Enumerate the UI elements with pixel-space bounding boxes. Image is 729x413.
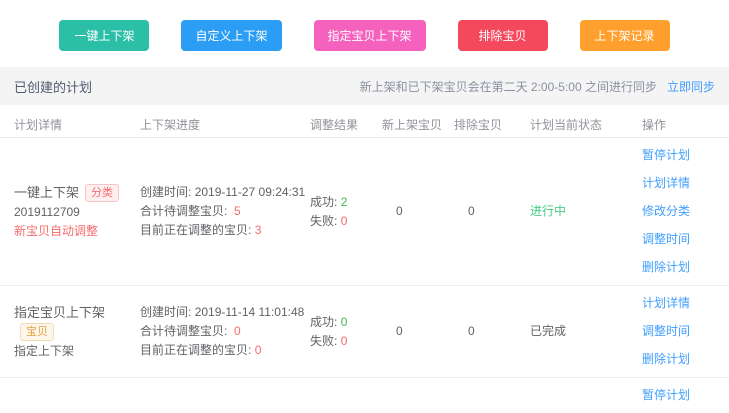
fail-value: 0: [340, 213, 348, 228]
table-body: 一键上下架 分类 2019112709 新宝贝自动调整 创建时间: 2019-11…: [0, 138, 729, 413]
total-pending-value: 0: [234, 324, 241, 338]
success-label: 成功:: [310, 194, 338, 209]
col-header-new-items: 新上架宝贝: [382, 117, 443, 132]
success-label: 成功:: [310, 314, 338, 329]
col-header-actions: 操作: [642, 117, 667, 132]
actions-cell: 计划详情调整时间删除计划: [642, 294, 719, 369]
new-items-value: 0: [396, 204, 403, 218]
result-cell: 成功: 0 失败: 0: [310, 313, 382, 351]
actions-cell: 暂停计划计划详情修改分类调整时间删除计划: [642, 146, 719, 277]
plan-subtitle: 2019112709: [14, 204, 80, 219]
total-pending-value: 5: [234, 204, 241, 218]
plan-tag-badge: 分类: [85, 183, 120, 202]
col-header-excluded: 排除宝贝: [454, 117, 503, 132]
col-header-status: 计划当前状态: [530, 117, 603, 132]
fail-label: 失败:: [310, 333, 338, 348]
action-link[interactable]: 删除计划: [642, 352, 691, 366]
plan-title: 一键上下架: [14, 184, 80, 200]
created-value: 2019-11-27 09:24:31: [194, 185, 306, 199]
action-link[interactable]: 调整时间: [642, 324, 691, 338]
table-row: 一键上下架 分类 2019112709 新宝贝自动调整 创建时间: 2019-11…: [0, 138, 729, 286]
table-header: 计划详情 上下架进度 调整结果 新上架宝贝 排除宝贝 计划当前状态 操作: [0, 111, 729, 138]
col-header-progress: 上下架进度: [140, 117, 201, 132]
success-value: 2: [340, 194, 348, 209]
created-label: 创建时间:: [140, 185, 192, 199]
adjusting-label: 目前正在调整的宝贝:: [140, 223, 252, 237]
one-key-onoff-shelf-button[interactable]: 一键上下架: [59, 20, 150, 51]
plan-title: 指定宝贝上下架: [14, 304, 106, 320]
total-pending-label: 合计待调整宝贝:: [140, 324, 228, 338]
new-items-value: 0: [396, 324, 403, 338]
excluded-value: 0: [468, 324, 475, 338]
exclude-item-button[interactable]: 排除宝贝: [457, 20, 548, 51]
action-link[interactable]: 删除计划: [642, 260, 691, 274]
plan-subtitle: 指定上下架: [14, 343, 75, 358]
created-label: 创建时间:: [140, 305, 192, 319]
action-link[interactable]: 暂停计划: [642, 148, 691, 162]
fail-label: 失败:: [310, 213, 338, 228]
success-value: 0: [340, 314, 348, 329]
progress-cell: 创建时间: 2019-11-14 11:01:48 合计待调整宝贝: 0 目前正…: [140, 303, 310, 360]
adjusting-label: 目前正在调整的宝贝:: [140, 343, 252, 357]
action-link[interactable]: 修改分类: [642, 204, 691, 218]
action-link[interactable]: 计划详情: [642, 176, 691, 190]
fail-value: 0: [340, 333, 348, 348]
status-text: 进行中: [530, 204, 567, 218]
col-header-result: 调整结果: [310, 117, 359, 132]
result-cell: 成功: 2 失败: 0: [310, 193, 382, 231]
panel-title: 已创建的计划: [14, 79, 93, 95]
table-row: 自定义上下架分类 2019111410 创建时间: 2019-11-14 10:…: [0, 378, 729, 413]
created-value: 2019-11-14 11:01:48: [194, 305, 305, 319]
action-link[interactable]: 调整时间: [642, 232, 691, 246]
adjusting-value: 3: [254, 223, 262, 237]
custom-onoff-shelf-button[interactable]: 自定义上下架: [181, 20, 282, 51]
plan-detail-cell: 一键上下架 分类 2019112709 新宝贝自动调整: [14, 183, 140, 241]
action-link[interactable]: 计划详情: [642, 296, 691, 310]
specified-item-onoff-shelf-button[interactable]: 指定宝贝上下架: [313, 20, 426, 51]
progress-cell: 创建时间: 2019-11-27 09:24:31 合计待调整宝贝: 5 目前正…: [140, 183, 310, 240]
plan-detail-cell: 指定宝贝上下架宝贝 指定上下架: [14, 303, 140, 361]
table-row: 指定宝贝上下架宝贝 指定上下架 创建时间: 2019-11-14 11:01:4…: [0, 286, 729, 378]
status-text: 已完成: [530, 324, 567, 338]
col-header-plan-detail: 计划详情: [14, 117, 63, 132]
action-link[interactable]: 暂停计划: [642, 388, 691, 402]
onoff-shelf-record-button[interactable]: 上下架记录: [579, 20, 670, 51]
plan-extra-note: 新宝贝自动调整: [14, 223, 99, 238]
adjusting-value: 0: [254, 343, 262, 357]
plan-tag-badge: 宝贝: [20, 322, 54, 341]
sync-now-link[interactable]: 立即同步: [666, 79, 715, 94]
panel-header: 已创建的计划 新上架和已下架宝贝会在第二天 2:00-5:00 之间进行同步 立…: [0, 67, 729, 105]
excluded-value: 0: [468, 204, 475, 218]
toolbar: 一键上下架 自定义上下架 指定宝贝上下架 排除宝贝 上下架记录: [0, 0, 729, 51]
sync-note: 新上架和已下架宝贝会在第二天 2:00-5:00 之间进行同步: [359, 79, 657, 94]
total-pending-label: 合计待调整宝贝:: [140, 204, 228, 218]
